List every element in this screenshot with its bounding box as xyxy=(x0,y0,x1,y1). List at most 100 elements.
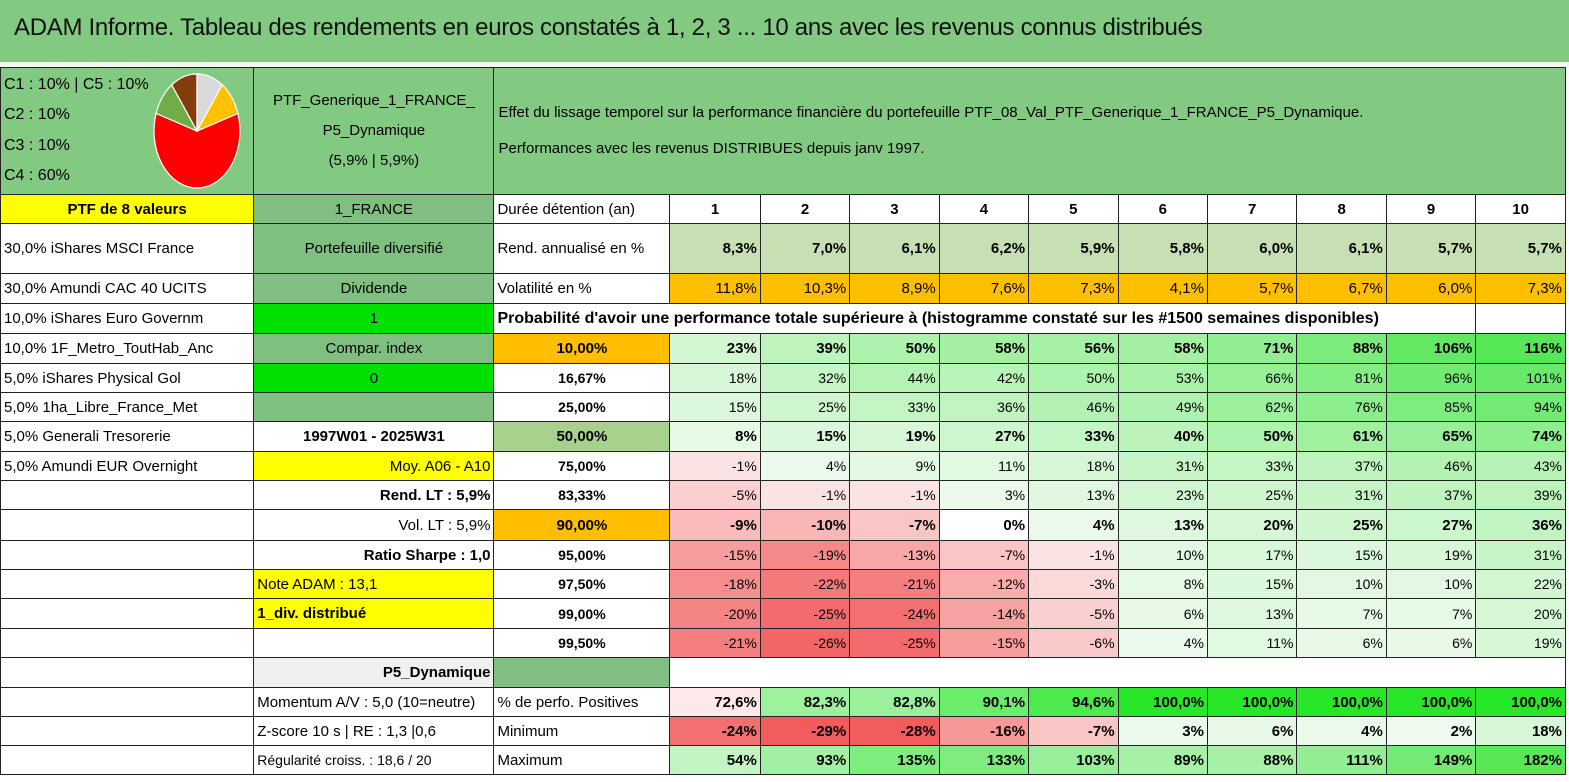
allocation-legend-cell: C1 : 10% | C5 : 10% C2 : 10% C3 : 10% C4… xyxy=(0,67,255,195)
maximum-value: 149% xyxy=(1385,745,1477,775)
probability-value: 40% xyxy=(1117,421,1208,452)
title-bar: ADAM Informe. Tableau des rendements en … xyxy=(0,0,1569,63)
portfolio-type-cell: Portefeuille diversifié xyxy=(253,223,495,274)
region-cell: 1_FRANCE xyxy=(253,194,495,224)
maximum-value: 135% xyxy=(849,745,940,775)
probability-value: -1% xyxy=(849,480,940,510)
profile-cell: P5_Dynamique xyxy=(253,657,495,688)
annual-return-value: 8,3% xyxy=(669,223,761,274)
maximum-value: 93% xyxy=(759,745,851,775)
volatility-value: 7,3% xyxy=(1475,273,1566,304)
probability-value: 53% xyxy=(1117,363,1208,393)
maximum-value: 182% xyxy=(1475,745,1566,775)
volatility-value: 8,9% xyxy=(849,273,940,304)
probability-value: 15% xyxy=(759,421,851,452)
portfolio-name-line3: (5,9% | 5,9%) xyxy=(328,152,420,169)
probability-label: Probabilité d'avoir une performance tota… xyxy=(493,303,1477,334)
empty-holding-cell xyxy=(0,480,255,510)
probability-value: 39% xyxy=(759,333,851,364)
probability-value: 13% xyxy=(1117,509,1208,541)
probability-value: 43% xyxy=(1475,451,1566,481)
probability-value: 9% xyxy=(849,451,940,481)
probability-value: 4% xyxy=(1117,628,1208,658)
dividend-distributed-cell: 1_div. distribué xyxy=(253,598,495,629)
probability-value: 25% xyxy=(1206,480,1298,510)
empty-holding-cell xyxy=(0,598,255,629)
positive-perf-value: 82,8% xyxy=(849,687,940,717)
year-header: 7 xyxy=(1206,194,1298,224)
year-header: 1 xyxy=(669,194,761,224)
annual-return-label: Rend. annualisé en % xyxy=(493,223,671,274)
probability-value: 33% xyxy=(1028,421,1119,452)
probability-value: -5% xyxy=(669,480,761,510)
holding-item: 10,0% iShares Euro Governm xyxy=(0,303,255,334)
year-header: 2 xyxy=(759,194,851,224)
probability-value: 62% xyxy=(1206,392,1298,422)
volatility-value: 6,7% xyxy=(1296,273,1387,304)
probability-value: 36% xyxy=(1475,509,1566,541)
volatility-value: 5,7% xyxy=(1206,273,1298,304)
minimum-value: -7% xyxy=(1028,716,1119,746)
minimum-value: -16% xyxy=(938,716,1030,746)
momentum-cell: Momentum A/V : 5,0 (10=neutre) xyxy=(253,687,495,717)
probability-value: 27% xyxy=(1385,509,1477,541)
holding-item: 5,0% 1ha_Libre_France_Met xyxy=(0,392,255,422)
holding-item: 5,0% Amundi EUR Overnight xyxy=(0,451,255,481)
probability-value: -5% xyxy=(1028,598,1119,629)
empty-cell xyxy=(669,657,1566,688)
probability-value: 50% xyxy=(1206,421,1298,452)
volatility-value: 11,8% xyxy=(669,273,761,304)
quantile-label: 95,00% xyxy=(493,540,671,570)
probability-value: 88% xyxy=(1296,333,1387,364)
probability-value: -25% xyxy=(849,628,940,658)
legend-line-2: C2 : 10% xyxy=(4,106,70,123)
annual-return-value: 5,9% xyxy=(1028,223,1119,274)
probability-value: 6% xyxy=(1385,628,1477,658)
sharpe-ratio-cell: Ratio Sharpe : 1,0 xyxy=(253,540,495,570)
minimum-value: 18% xyxy=(1475,716,1566,746)
holding-item: 5,0% Generali Tresorerie xyxy=(0,421,255,452)
probability-value: 106% xyxy=(1385,333,1477,364)
year-header: 9 xyxy=(1385,194,1477,224)
volatility-value: 7,3% xyxy=(1028,273,1119,304)
minimum-value: -29% xyxy=(759,716,851,746)
volatility-value: 7,6% xyxy=(938,273,1030,304)
probability-value: 18% xyxy=(669,363,761,393)
holding-item: 30,0% iShares MSCI France xyxy=(0,223,255,274)
adam-score-cell: Note ADAM : 13,1 xyxy=(253,569,495,599)
probability-value: 10% xyxy=(1117,540,1208,570)
maximum-value: 54% xyxy=(669,745,761,775)
probability-value: -21% xyxy=(849,569,940,599)
probability-value: -1% xyxy=(759,480,851,510)
dividend-value-cell: 1 xyxy=(253,303,495,334)
probability-value: -22% xyxy=(759,569,851,599)
legend-line-3: C3 : 10% xyxy=(4,137,70,154)
positive-perf-value: 94,6% xyxy=(1028,687,1119,717)
probability-value: 116% xyxy=(1475,333,1566,364)
probability-value: 31% xyxy=(1475,540,1566,570)
quantile-label: 99,50% xyxy=(493,628,671,658)
probability-value: -3% xyxy=(1028,569,1119,599)
probability-value: 7% xyxy=(1296,598,1387,629)
probability-value: 10% xyxy=(1296,569,1387,599)
quantile-label: 75,00% xyxy=(493,451,671,481)
annual-return-value: 6,2% xyxy=(938,223,1030,274)
probability-value: 50% xyxy=(849,333,940,364)
empty-holding-cell xyxy=(0,657,255,688)
probability-value: 15% xyxy=(1296,540,1387,570)
probability-value: 8% xyxy=(669,421,761,452)
probability-value: 37% xyxy=(1296,451,1387,481)
probability-value: 101% xyxy=(1475,363,1566,393)
holding-item: 5,0% iShares Physical Gol xyxy=(0,363,255,393)
probability-value: -26% xyxy=(759,628,851,658)
probability-value: 10% xyxy=(1385,569,1477,599)
holding-item: 30,0% Amundi CAC 40 UCITS xyxy=(0,273,255,304)
quantile-label: 83,33% xyxy=(493,480,671,510)
probability-value: 11% xyxy=(938,451,1030,481)
year-header: 3 xyxy=(849,194,940,224)
empty-mid-cell xyxy=(253,392,495,422)
probability-value: 18% xyxy=(1028,451,1119,481)
probability-value: 6% xyxy=(1296,628,1387,658)
probability-value: 31% xyxy=(1117,451,1208,481)
annual-return-value: 6,1% xyxy=(1296,223,1387,274)
